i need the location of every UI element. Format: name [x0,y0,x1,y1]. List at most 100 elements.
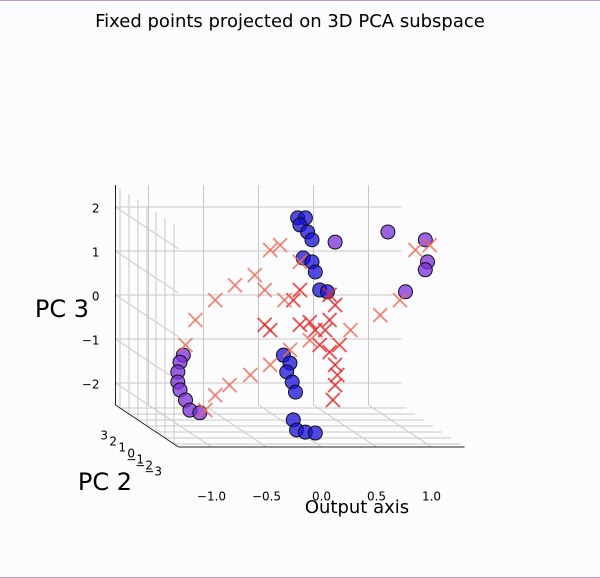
cross-point [331,337,348,353]
cross-point [327,357,343,373]
cross-point [292,282,308,298]
cross-point [207,292,223,308]
cross-stroke [331,337,348,353]
cross-point [392,292,408,308]
cross-point [257,282,273,298]
cross-point [407,242,424,258]
x-tick-label: 0.0 [312,490,331,504]
cross-stroke [257,317,273,333]
cross-point [207,387,223,403]
cross-stroke [227,277,243,293]
cross-stroke [177,337,194,353]
y-tick-label: 1 [118,441,126,455]
cross-point [272,237,288,253]
cross-point [262,357,278,373]
cross-stroke [327,357,343,373]
cross-point [325,392,341,408]
cross-point [342,322,359,338]
cross-stroke [321,344,338,360]
axis-line [115,404,179,448]
cross-stroke [327,377,343,393]
cross-stroke [327,297,343,313]
y-tick-label: −3 [144,465,162,479]
cross-point [247,267,263,283]
cross-stroke [247,267,263,283]
cross-point [187,312,204,328]
cross-stroke [197,402,213,418]
cross-point [327,377,343,393]
cross-stroke [292,282,308,298]
grid-line [115,294,179,338]
cross-point [292,254,308,270]
z-tick-label: 2 [92,202,100,216]
point [288,384,303,400]
cross-point [317,322,333,338]
point [192,405,208,421]
z-axis-label: PC 3 [35,295,89,323]
cross-point [321,287,338,303]
cross-point [302,332,318,348]
x-tick-label: −0.5 [252,490,281,504]
cross-stroke [262,357,278,373]
cross-stroke [302,332,318,348]
z-tick-label: 0 [92,290,100,304]
cross-stroke [207,387,223,403]
cross-point [282,342,298,358]
cross-point [292,317,308,333]
grid-line [115,338,179,382]
cross-stroke [407,242,424,258]
point [327,234,343,250]
z-tick-label: −2 [82,378,100,392]
cross-point [177,337,194,353]
cross-point [242,367,259,383]
cross-point [329,367,345,383]
x-tick-label: −1.0 [197,490,226,504]
cross-stroke [207,292,223,308]
cross-point [327,297,343,313]
point [304,232,320,248]
cross-stroke [292,317,308,333]
grid-line [115,250,179,294]
cross-point [312,337,328,353]
cross-stroke [272,237,288,253]
cross-point [321,312,338,328]
cross-stroke [257,282,273,298]
cross-point [262,242,278,258]
cross-point [276,292,293,308]
cross-stroke [372,307,388,323]
cross-point [321,344,338,360]
cross-stroke [221,377,238,393]
cross-stroke [392,292,408,308]
point [417,262,433,278]
cross-stroke [302,314,318,330]
y-tick-label: −1 [126,453,144,467]
z-tick-label: 1 [92,246,100,260]
x-tick-label: 1.0 [422,490,441,504]
cross-point [227,277,243,293]
cross-stroke [325,392,341,408]
cross-point [197,402,213,418]
y-tick-label: −2 [135,459,153,473]
cross-point [221,377,238,393]
cross-stroke [342,322,359,338]
cross-stroke [276,292,293,308]
cross-stroke [262,242,278,258]
cross-stroke [321,312,338,328]
cross-point [372,307,388,323]
cross-point [257,317,273,333]
point [398,284,413,300]
z-tick-label: −1 [82,334,100,348]
cross-stroke [187,312,204,328]
y-tick-label: 2 [109,435,117,449]
x-axis-label: Output axis [305,497,409,518]
y-tick-label: 3 [100,429,108,443]
cross-point [302,314,318,330]
point [380,224,396,240]
cross-stroke [317,322,333,338]
cross-stroke [292,254,308,270]
cross-stroke [242,367,259,383]
cross-stroke [321,287,338,303]
y-tick-label: 0 [127,447,135,461]
chart-title: Fixed points projected on 3D PCA subspac… [95,11,485,32]
